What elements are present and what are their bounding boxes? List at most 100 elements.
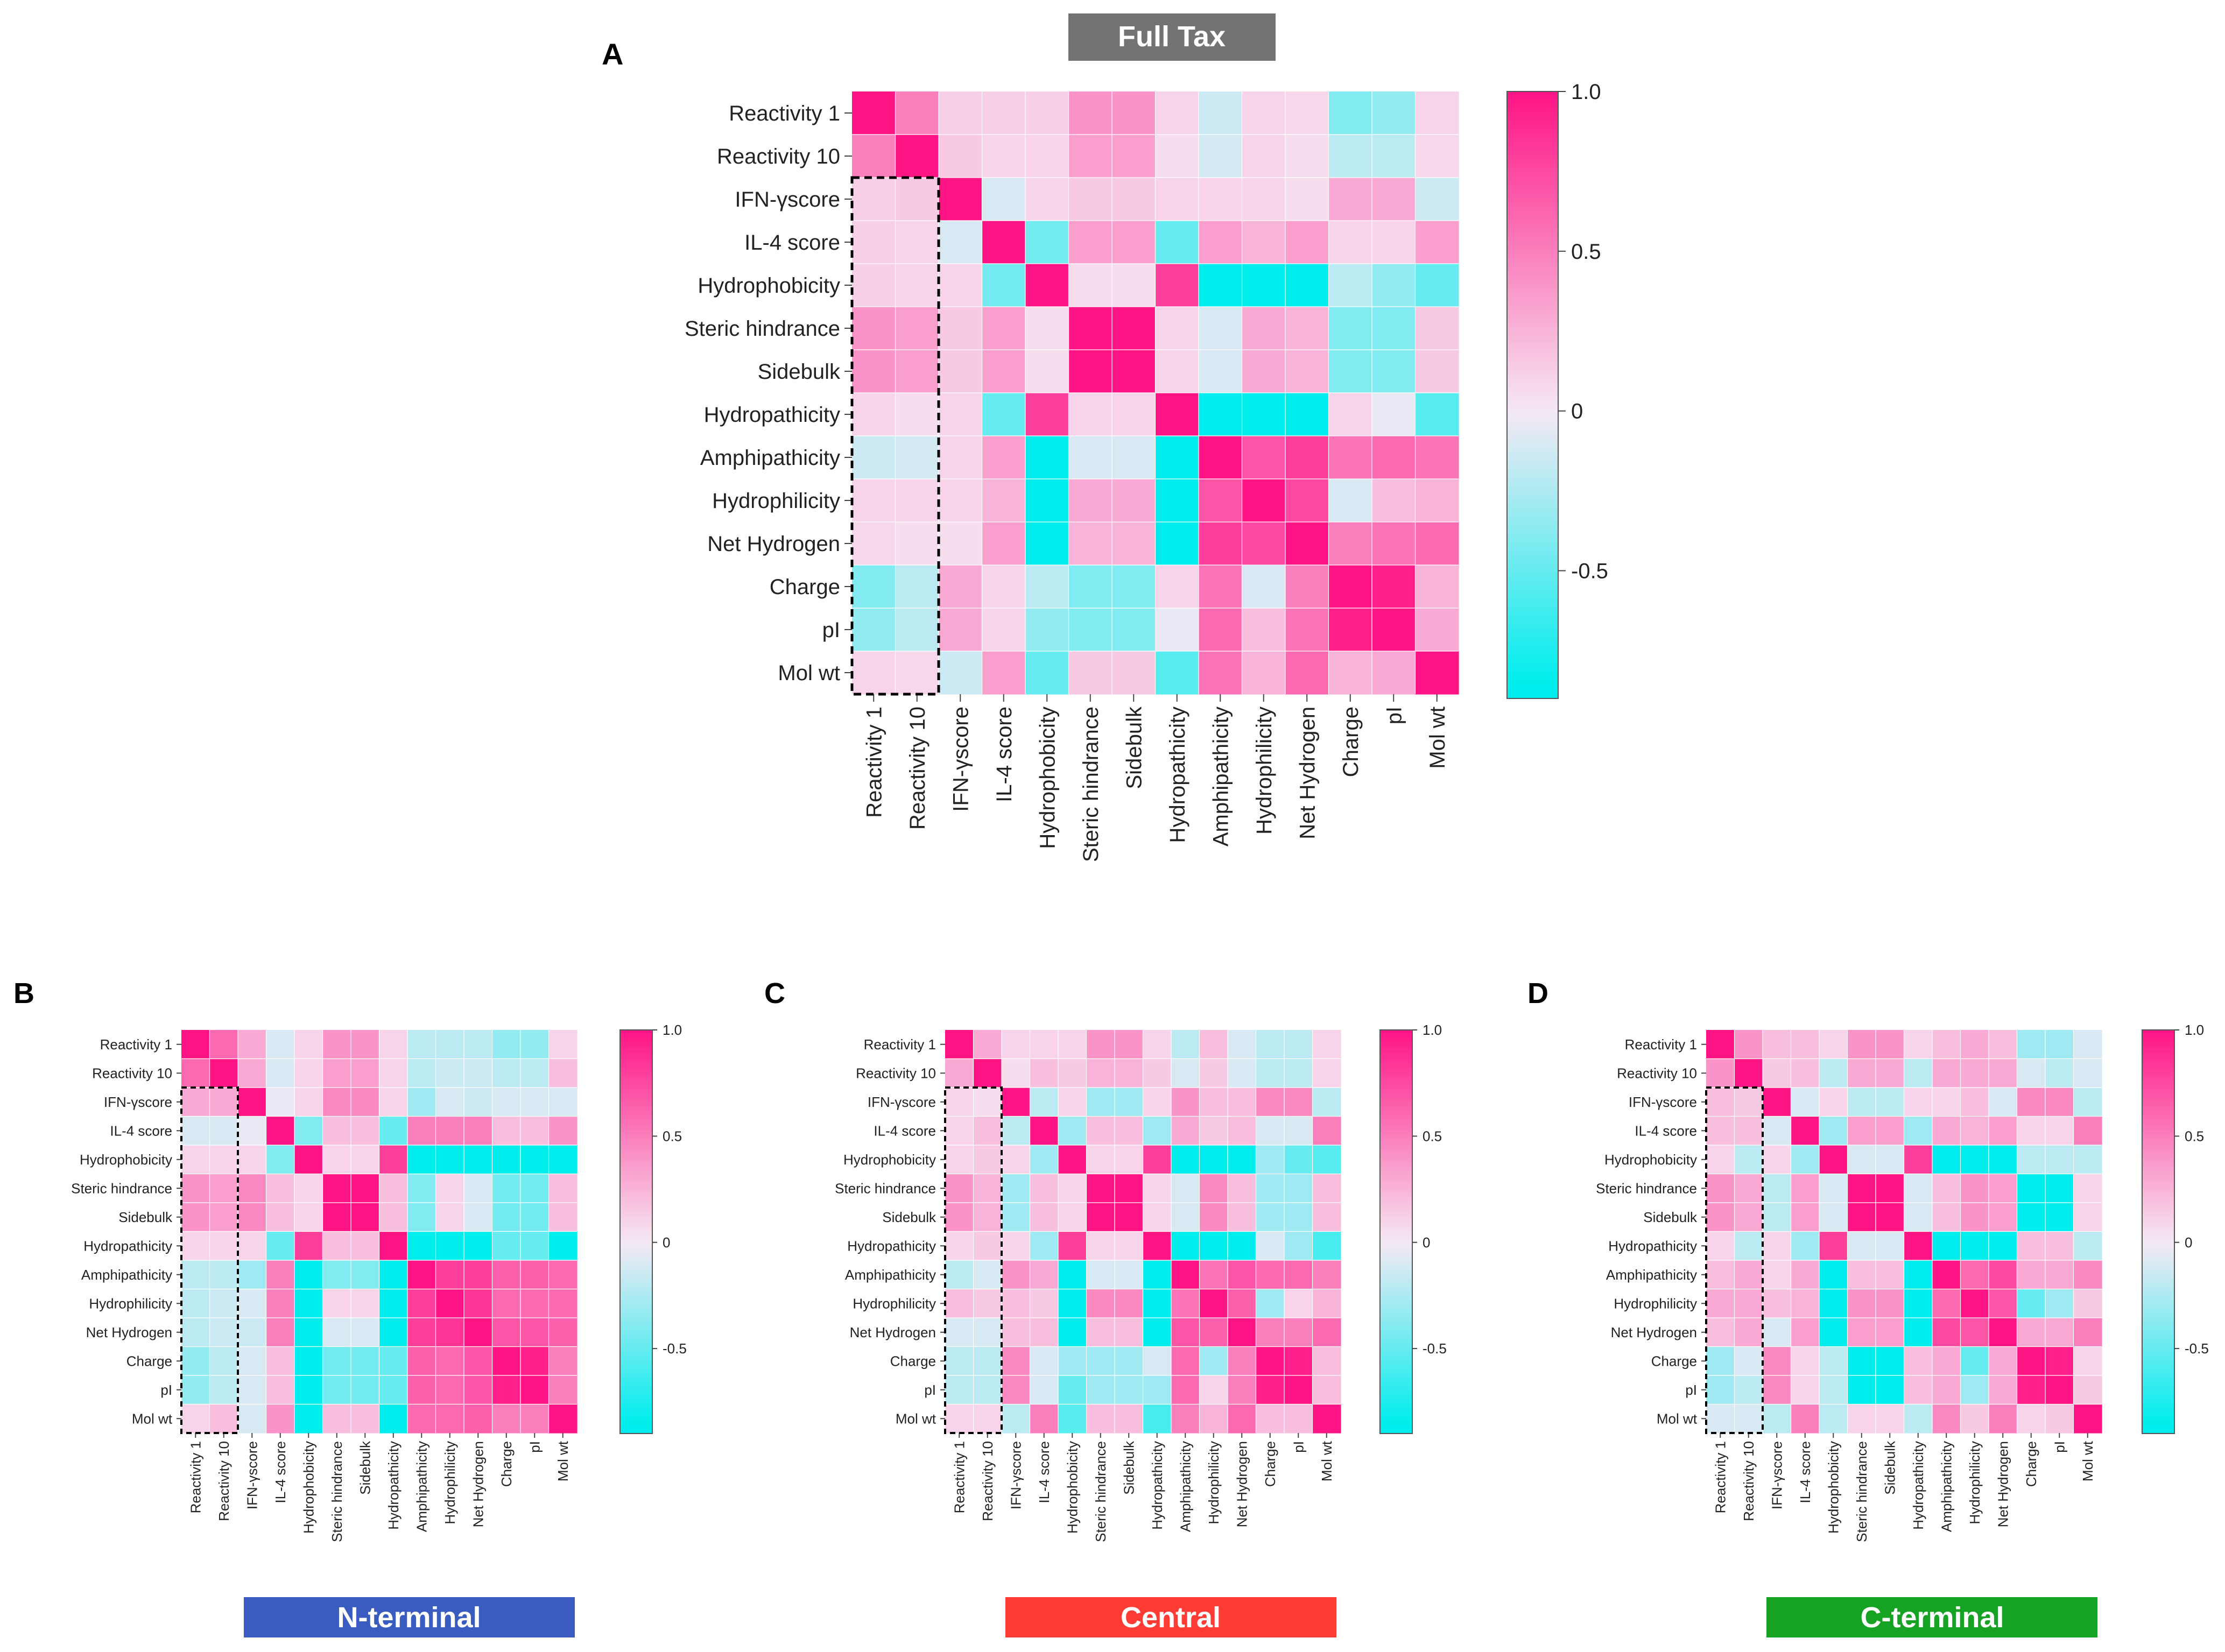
heatmap-cell — [1763, 1058, 1792, 1088]
heatmap-cell — [1847, 1375, 1876, 1405]
heatmap-cell — [548, 1289, 578, 1318]
heatmap-cell — [351, 1375, 380, 1405]
heatmap-cell — [982, 565, 1026, 609]
heatmap-cell — [520, 1145, 550, 1175]
heatmap-cell — [266, 1088, 295, 1117]
heatmap-cell — [379, 1174, 408, 1203]
heatmap-cell — [939, 221, 983, 264]
heatmap-cell — [1199, 221, 1243, 264]
heatmap-cell — [982, 307, 1026, 350]
heatmap-cell — [1228, 1375, 1257, 1405]
heatmap-cell — [1415, 135, 1459, 178]
heatmap-cell — [351, 1174, 380, 1203]
heatmap-cell — [1932, 1088, 1961, 1117]
heatmap-cell — [1791, 1203, 1820, 1232]
heatmap-cell — [1086, 1116, 1115, 1146]
heatmap-cell — [1115, 1088, 1144, 1117]
colorbar-tick-label: 0 — [2185, 1234, 2192, 1251]
heatmap-cell — [1819, 1404, 1848, 1434]
panel-letter: B — [13, 977, 34, 1009]
heatmap-cell — [492, 1030, 521, 1060]
row-label-hydrophobicity: Hydrophobicity — [843, 1152, 936, 1168]
row-label-ifn-score: IFN-γscore — [735, 188, 840, 211]
row-label-amphipathicity: Amphipathicity — [81, 1267, 172, 1283]
heatmap-cell — [2017, 1088, 2046, 1117]
heatmap-cell — [1791, 1231, 1820, 1261]
row-label-steric-hindrance: Steric hindrance — [835, 1180, 936, 1196]
heatmap-cell — [407, 1289, 436, 1318]
heatmap-cell — [939, 91, 983, 135]
heatmap-cell — [1256, 1174, 1285, 1203]
heatmap-cell — [1932, 1346, 1961, 1376]
heatmap-cell — [238, 1145, 267, 1175]
heatmap-cell — [1030, 1088, 1059, 1117]
heatmap-cell — [351, 1145, 380, 1175]
col-label-ifn-score: IFN-γscore — [1769, 1441, 1785, 1509]
heatmap-cell — [2017, 1030, 2046, 1060]
heatmap-cell — [1734, 1058, 1763, 1088]
colorbar-tick-label: 0 — [663, 1234, 670, 1251]
row-label-charge: Charge — [890, 1353, 936, 1369]
heatmap-cell — [181, 1174, 210, 1203]
heatmap-cell — [1171, 1346, 1200, 1376]
col-label-il-4-score: IL-4 score — [272, 1441, 288, 1503]
heatmap-cell — [1989, 1260, 2018, 1290]
heatmap-cell — [1372, 479, 1416, 523]
col-label-amphipathicity: Amphipathicity — [1177, 1441, 1193, 1532]
heatmap-cell — [492, 1145, 521, 1175]
heatmap-cell — [1002, 1346, 1031, 1376]
heatmap-cell — [435, 1346, 464, 1376]
heatmap-cell — [1932, 1260, 1961, 1290]
heatmap-cell — [1115, 1346, 1144, 1376]
heatmap-cell — [1904, 1231, 1933, 1261]
heatmap-cell — [1242, 608, 1286, 652]
heatmap-cell — [1847, 1260, 1876, 1290]
heatmap-cell — [1847, 1318, 1876, 1347]
heatmap-cell — [1143, 1404, 1172, 1434]
heatmap-cell — [1112, 307, 1156, 350]
heatmap-cell — [2045, 1231, 2074, 1261]
heatmap-cell — [945, 1116, 974, 1146]
heatmap-cell — [238, 1260, 267, 1290]
heatmap-cell — [435, 1404, 464, 1434]
heatmap-cell — [435, 1088, 464, 1117]
heatmap-cell — [548, 1318, 578, 1347]
heatmap-cell — [1415, 178, 1459, 221]
heatmap-cell — [1989, 1289, 2018, 1318]
heatmap-cell — [294, 1088, 323, 1117]
heatmap-cell — [982, 479, 1026, 523]
heatmap-cell — [1415, 91, 1459, 135]
heatmap-cell — [294, 1030, 323, 1060]
heatmap-cell — [2045, 1346, 2074, 1376]
heatmap-cell — [407, 1145, 436, 1175]
heatmap-cell — [1171, 1260, 1200, 1290]
highlight-box — [944, 1086, 1003, 1434]
heatmap-cell — [1312, 1346, 1341, 1376]
row-label-hydropathicity: Hydropathicity — [83, 1238, 172, 1254]
heatmap-cell — [1960, 1116, 1989, 1146]
heatmap-cell — [1115, 1318, 1144, 1347]
heatmap-cell — [1171, 1231, 1200, 1261]
heatmap-cell — [1706, 1203, 1735, 1232]
heatmap-cell — [520, 1231, 550, 1261]
row-label-sidebulk: Sidebulk — [882, 1209, 937, 1225]
heatmap-cell — [945, 1346, 974, 1376]
heatmap-cell — [379, 1404, 408, 1434]
row-label-sidebulk: Sidebulk — [1643, 1209, 1698, 1225]
heatmap-cell — [1199, 91, 1243, 135]
heatmap-cell — [1143, 1088, 1172, 1117]
heatmap-cell — [1025, 565, 1069, 609]
heatmap-cell — [2073, 1318, 2102, 1347]
heatmap-cell — [1706, 1231, 1735, 1261]
heatmap-cell — [464, 1145, 493, 1175]
heatmap-cell — [1791, 1318, 1820, 1347]
heatmap-cell — [1285, 264, 1329, 307]
heatmap-cell — [1155, 178, 1199, 221]
heatmap-cell — [1030, 1203, 1059, 1232]
heatmap-cell — [322, 1174, 351, 1203]
heatmap-cell — [1242, 479, 1286, 523]
heatmap-cell — [181, 1145, 210, 1175]
heatmap-cell — [1143, 1289, 1172, 1318]
heatmap-cell — [294, 1404, 323, 1434]
